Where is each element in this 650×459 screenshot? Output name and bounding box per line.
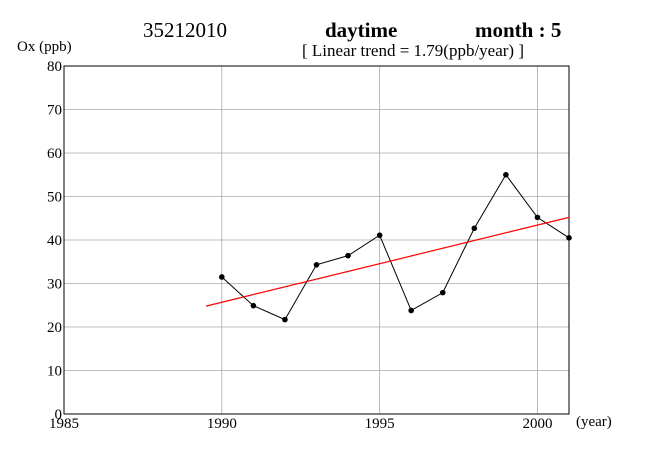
station-code: 35212010 [143,18,227,42]
data-point [471,225,478,232]
data-point [503,171,509,178]
data-point [439,289,446,296]
data-point [376,232,383,239]
trend-line [205,216,570,307]
y-tick-label: 30 [47,277,62,293]
x-tick-label: 1985 [49,416,79,432]
data-point [282,316,288,323]
y-tick-label: 50 [47,190,62,206]
data-point [219,274,225,280]
data-point [345,252,351,259]
y-tick-label: 80 [47,59,62,75]
data-point [534,214,541,221]
data-point [566,235,572,241]
y-tick-label: 20 [47,320,62,336]
series-line [221,173,570,321]
y-tick-label: 0 [55,407,63,423]
data-point [313,261,320,268]
y-axis-label: Ox (ppb) [17,39,72,55]
x-tick-label: 1990 [207,416,237,432]
data-point [408,307,414,314]
y-tick-label: 70 [47,103,62,119]
x-tick-label: 1995 [365,416,395,432]
x-tick-label: 2000 [522,416,552,432]
trend-annotation: [ Linear trend = 1.79(ppb/year) ] [302,41,524,60]
y-tick-label: 10 [47,364,62,380]
month-label: month : 5 [475,18,562,42]
x-axis-label: (year) [576,414,612,430]
period-label: daytime [325,18,398,42]
y-tick-label: 40 [47,233,62,249]
data-point [250,302,257,309]
y-tick-label: 60 [47,146,62,162]
